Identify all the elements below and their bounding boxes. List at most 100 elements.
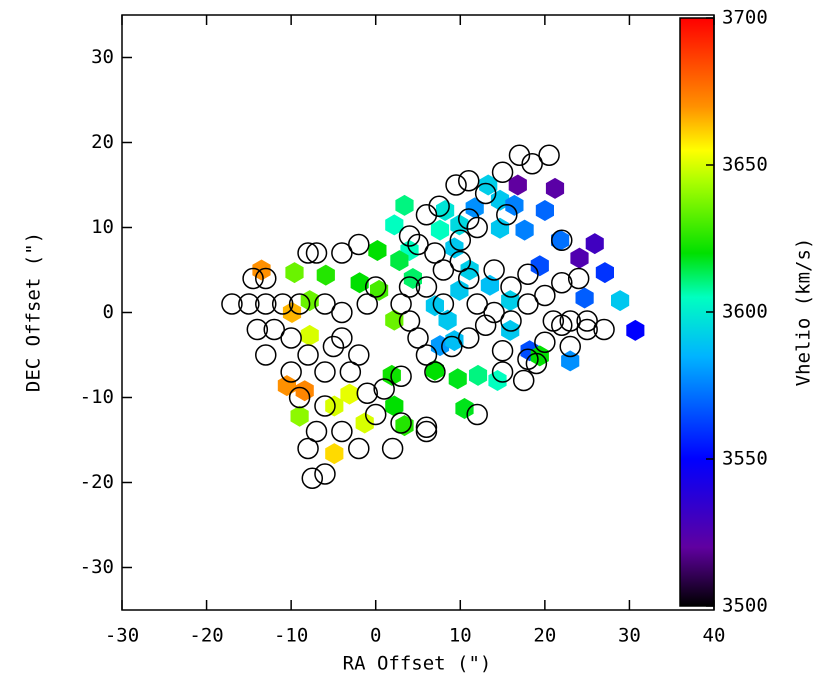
fiber-hexagon <box>585 233 604 255</box>
x-tick-label: 0 <box>370 625 381 647</box>
fiber-circle <box>415 416 438 438</box>
fiber-hexagon <box>340 383 359 405</box>
fiber-circle <box>390 365 412 387</box>
fiber-circle <box>424 242 446 264</box>
fiber-circle <box>288 293 311 315</box>
fiber-circle <box>415 276 438 298</box>
x-axis-label: RA Offset (") <box>343 653 492 675</box>
fiber-circle <box>381 437 404 460</box>
fiber-hexagon <box>300 324 319 346</box>
fiber-hexagon <box>355 412 374 434</box>
fiber-hexagon <box>385 214 404 236</box>
fiber-hexagon <box>277 375 296 397</box>
fiber-circle <box>474 182 497 205</box>
fiber-circle <box>390 293 412 315</box>
colorbar-tick-label: 3500 <box>722 595 768 617</box>
fiber-hexagon <box>465 197 484 219</box>
fiber-circle <box>246 318 269 341</box>
fiber-circle <box>521 153 543 175</box>
fiber-circle <box>432 259 455 281</box>
y-axis-label: DEC Offset (") <box>23 232 45 392</box>
fiber-hexagon <box>425 359 444 381</box>
fiber-hexagon <box>611 290 630 312</box>
fiber-hexagon <box>595 262 614 284</box>
fiber-circle <box>373 378 395 400</box>
fiber-hexagon <box>395 415 414 437</box>
fiber-circle <box>466 293 488 315</box>
fiber-circle <box>398 310 421 332</box>
fiber-hexagon <box>508 174 527 196</box>
fiber-circle <box>271 293 294 315</box>
fiber-circle <box>314 361 336 383</box>
fiber-circle <box>491 161 514 183</box>
fiber-circle <box>305 242 328 264</box>
fiber-circle <box>517 263 539 285</box>
fiber-circle <box>398 276 421 298</box>
x-tick-label: -20 <box>189 625 223 647</box>
fiber-circle <box>297 242 319 264</box>
x-tick-label: 20 <box>533 625 556 647</box>
fiber-circle <box>445 174 467 196</box>
fiber-circle <box>474 314 497 336</box>
fiber-circle <box>491 340 514 362</box>
fiber-circle <box>576 310 598 332</box>
fiber-circle <box>348 437 370 460</box>
fiber-hexagon <box>479 174 498 196</box>
colorbar-tick-label: 3700 <box>722 7 768 29</box>
fiber-hexagon <box>316 264 335 286</box>
fiber-hexagon <box>450 279 469 301</box>
fiber-hexagon <box>460 259 479 281</box>
fiber-circle <box>364 403 387 426</box>
fiber-circle <box>508 144 531 166</box>
fiber-hexagon <box>350 272 369 294</box>
plot-frame <box>121 14 715 611</box>
fiber-circle <box>534 284 556 307</box>
fiber-hexagon <box>385 395 404 417</box>
fiber-circle <box>348 344 370 366</box>
fiber-hexagon <box>530 345 549 367</box>
fiber-circle <box>449 250 472 273</box>
fiber-hexagon <box>535 200 554 221</box>
fiber-circle <box>356 293 379 315</box>
fiber-hexagon <box>530 255 549 277</box>
x-tick-label: 40 <box>703 625 726 647</box>
fiber-circle <box>457 267 480 290</box>
fiber-hexagon <box>515 219 534 241</box>
fiber-hexagon <box>545 177 565 199</box>
fiber-hexagon <box>626 319 645 341</box>
fiber-hexagon <box>325 443 344 465</box>
fiber-hexagon <box>480 274 499 296</box>
fiber-hexagon <box>436 200 455 221</box>
fiber-circle <box>242 267 264 290</box>
fiber-circle <box>415 344 438 366</box>
fiber-hexagon <box>430 219 450 241</box>
fiber-circle <box>263 318 285 341</box>
fiber-circle <box>500 276 522 298</box>
fiber-circle <box>457 327 480 349</box>
x-tick-label: -30 <box>105 625 139 647</box>
fiber-circle <box>466 403 488 426</box>
fiber-circle <box>314 395 336 417</box>
colorbar-tick-label: 3550 <box>722 448 768 470</box>
fiber-circle <box>424 361 446 383</box>
fiber-circle <box>567 267 590 290</box>
fiber-circle <box>331 242 353 264</box>
fiber-circle <box>301 467 324 489</box>
fiber-hexagon <box>490 217 510 239</box>
fiber-hexagon <box>469 364 488 386</box>
fiber-circle <box>491 361 514 383</box>
fiber-circle <box>525 352 548 375</box>
fiber-hexagon <box>438 309 457 331</box>
fiber-circle <box>551 272 573 294</box>
fiber-circle <box>314 463 336 485</box>
fiber-hexagon <box>455 398 474 419</box>
fiber-circle <box>255 293 277 315</box>
fiber-circle <box>551 229 573 251</box>
fiber-circle <box>314 293 336 315</box>
fiber-circle <box>288 386 311 409</box>
fiber-circle <box>407 233 429 256</box>
fiber-circle <box>297 344 319 366</box>
y-tick-label: 20 <box>91 131 114 153</box>
fiber-hexagon <box>385 309 404 331</box>
